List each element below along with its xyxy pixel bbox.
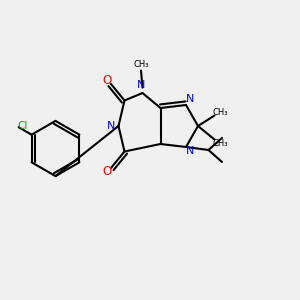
- Text: N: N: [137, 80, 145, 91]
- Text: CH₃: CH₃: [213, 108, 228, 117]
- Text: O: O: [103, 74, 112, 87]
- Text: N: N: [186, 94, 194, 104]
- Text: CH₃: CH₃: [213, 139, 228, 148]
- Text: N: N: [186, 146, 194, 157]
- Text: N: N: [107, 121, 115, 131]
- Text: O: O: [103, 165, 112, 178]
- Text: Cl: Cl: [17, 121, 28, 131]
- Text: CH₃: CH₃: [133, 60, 149, 69]
